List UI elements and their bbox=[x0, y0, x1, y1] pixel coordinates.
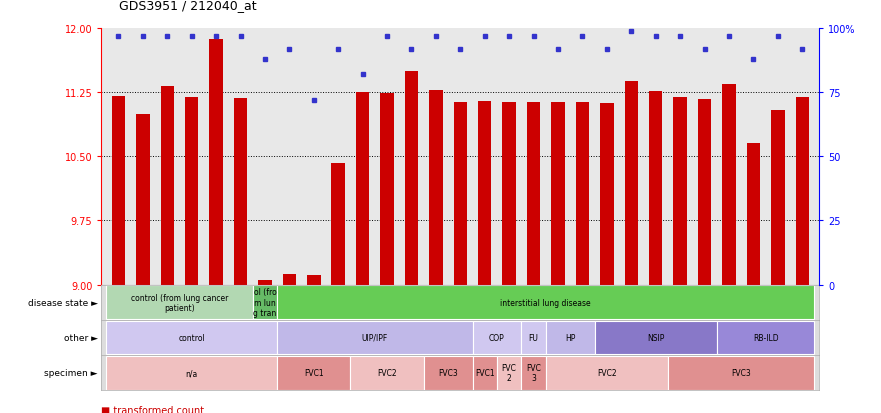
Bar bbox=[527, 102, 540, 285]
Text: disease state ►: disease state ► bbox=[27, 298, 98, 307]
Bar bbox=[283, 274, 296, 285]
Bar bbox=[717, 321, 814, 354]
Bar bbox=[522, 356, 546, 389]
Bar bbox=[210, 40, 223, 285]
Bar bbox=[307, 275, 321, 285]
Bar bbox=[552, 103, 565, 285]
Bar bbox=[673, 98, 687, 285]
Text: FVC
3: FVC 3 bbox=[526, 363, 541, 382]
Bar bbox=[233, 99, 248, 285]
Bar bbox=[522, 321, 546, 354]
Text: FU: FU bbox=[529, 333, 538, 342]
Text: control: control bbox=[178, 333, 205, 342]
Bar bbox=[472, 321, 522, 354]
Bar bbox=[625, 82, 638, 285]
Text: NSIP: NSIP bbox=[647, 333, 664, 342]
Text: GDS3951 / 212040_at: GDS3951 / 212040_at bbox=[119, 0, 256, 12]
Bar bbox=[649, 92, 663, 285]
Bar bbox=[478, 102, 492, 285]
Text: other ►: other ► bbox=[63, 333, 98, 342]
Text: interstitial lung disease: interstitial lung disease bbox=[500, 298, 591, 307]
Bar bbox=[698, 100, 711, 285]
Bar bbox=[112, 96, 125, 285]
Text: FVC2: FVC2 bbox=[597, 368, 617, 377]
Text: FVC3: FVC3 bbox=[731, 368, 751, 377]
Bar bbox=[546, 321, 595, 354]
Bar bbox=[185, 98, 198, 285]
Bar bbox=[497, 356, 522, 389]
Text: FVC2: FVC2 bbox=[377, 368, 396, 377]
Bar bbox=[107, 321, 278, 354]
Bar bbox=[160, 87, 174, 285]
Bar bbox=[796, 98, 809, 285]
Bar bbox=[278, 321, 472, 354]
Text: COP: COP bbox=[489, 333, 505, 342]
Bar bbox=[429, 90, 442, 285]
Bar bbox=[331, 164, 345, 285]
Bar bbox=[356, 93, 369, 285]
Bar bbox=[424, 356, 472, 389]
Bar bbox=[404, 71, 418, 285]
Bar bbox=[747, 144, 760, 285]
Text: FVC1: FVC1 bbox=[304, 368, 323, 377]
Bar bbox=[107, 286, 253, 319]
Bar bbox=[278, 356, 351, 389]
Text: RB-ILD: RB-ILD bbox=[752, 333, 779, 342]
Text: FVC3: FVC3 bbox=[438, 368, 458, 377]
Text: HP: HP bbox=[565, 333, 575, 342]
Bar bbox=[472, 356, 497, 389]
Bar bbox=[546, 356, 668, 389]
Text: contr
ol (fro
m lun
g tran
s: contr ol (fro m lun g tran s bbox=[254, 277, 277, 328]
Text: UIP/IPF: UIP/IPF bbox=[362, 333, 388, 342]
Bar bbox=[278, 286, 814, 319]
Bar bbox=[258, 281, 271, 285]
Bar bbox=[600, 104, 613, 285]
Bar bbox=[253, 286, 278, 319]
Text: ■ transformed count: ■ transformed count bbox=[101, 405, 204, 413]
Text: FVC1: FVC1 bbox=[475, 368, 494, 377]
Bar bbox=[137, 114, 150, 285]
Text: n/a: n/a bbox=[186, 368, 198, 377]
Bar bbox=[502, 103, 516, 285]
Bar bbox=[595, 321, 717, 354]
Text: specimen ►: specimen ► bbox=[44, 368, 98, 377]
Bar bbox=[722, 84, 736, 285]
Bar bbox=[351, 356, 424, 389]
Bar bbox=[668, 356, 814, 389]
Text: FVC
2: FVC 2 bbox=[502, 363, 516, 382]
Text: control (from lung cancer
patient): control (from lung cancer patient) bbox=[130, 293, 228, 312]
Bar bbox=[454, 102, 467, 285]
Bar bbox=[107, 356, 278, 389]
Bar bbox=[575, 103, 589, 285]
Bar bbox=[381, 94, 394, 285]
Bar bbox=[771, 111, 784, 285]
